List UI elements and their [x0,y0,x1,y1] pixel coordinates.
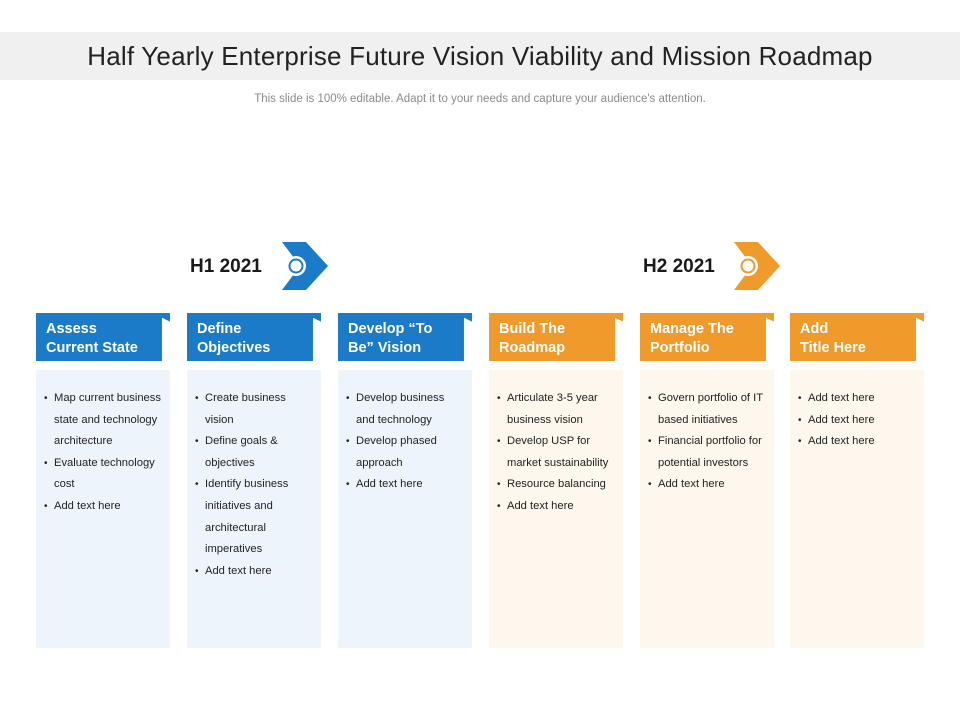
column-title-line1: Define [197,321,242,337]
list-item: Develop business and technology [346,388,466,431]
column-header: Manage The Portfolio [640,313,774,361]
list-item: Govern portfolio of IT based initiatives [648,388,768,431]
page-title: Half Yearly Enterprise Future Vision Via… [87,40,873,71]
bullet-list: Add text here Add text here Add text her… [798,388,918,453]
list-item: Add text here [798,431,918,453]
list-item: Add text here [346,474,466,496]
column-title-line2: Objectives [197,340,271,356]
column-title-line2: Title Here [800,340,866,356]
roadmap-column-4: Build The Roadmap Articulate 3-5 year bu… [489,313,623,648]
column-header: Assess Current State [36,313,170,361]
column-title-line2: Roadmap [499,340,566,356]
column-title-line1: Add [800,321,829,337]
column-title-line1: Build The [499,321,566,337]
column-body: Articulate 3-5 year business vision Deve… [489,370,623,648]
column-body: Create business vision Define goals & ob… [187,370,321,648]
column-header: Define Objectives [187,313,321,361]
column-header: Add Title Here [790,313,924,361]
list-item: Add text here [44,496,164,518]
list-item: Add text here [798,388,918,410]
column-title-line2: Portfolio [650,340,710,356]
column-body: Develop business and technology Develop … [338,370,472,648]
bullet-list: Create business vision Define goals & ob… [195,388,315,582]
column-body: Add text here Add text here Add text her… [790,370,924,648]
roadmap-column-2: Define Objectives Create business vision… [187,313,321,648]
list-item: Financial portfolio for potential invest… [648,431,768,474]
column-title-line1: Manage The [650,321,734,337]
list-item: Evaluate technology cost [44,453,164,496]
subtitle: This slide is 100% editable. Adapt it to… [254,93,706,105]
chevron-arrow-icon [734,242,780,290]
list-item: Resource balancing [497,474,617,496]
bullet-list: Govern portfolio of IT based initiatives… [648,388,768,496]
chevron-arrow-icon [282,242,328,290]
column-header: Develop “To Be” Vision [338,313,472,361]
h1-label: H1 2021 [190,256,262,277]
bullet-list: Develop business and technology Develop … [346,388,466,496]
list-item: Create business vision [195,388,315,431]
list-item: Add text here [497,496,617,518]
column-header: Build The Roadmap [489,313,623,361]
column-title-line1: Develop “To [348,321,433,337]
list-item: Articulate 3-5 year business vision [497,388,617,431]
list-item: Add text here [195,561,315,583]
list-item: Develop USP for market sustainability [497,431,617,474]
list-item: Add text here [798,410,918,432]
list-item: Identify business initiatives and archit… [195,474,315,560]
column-body: Govern portfolio of IT based initiatives… [640,370,774,648]
roadmap-column-5: Manage The Portfolio Govern portfolio of… [640,313,774,648]
column-body: Map current business state and technolog… [36,370,170,648]
list-item: Map current business state and technolog… [44,388,164,453]
column-title-line2: Current State [46,340,138,356]
roadmap-column-3: Develop “To Be” Vision Develop business … [338,313,472,648]
list-item: Add text here [648,474,768,496]
column-title-line2: Be” Vision [348,340,422,356]
h2-label: H2 2021 [643,256,715,277]
column-title-line1: Assess [46,321,97,337]
roadmap-column-6: Add Title Here Add text here Add text he… [790,313,924,648]
bullet-list: Articulate 3-5 year business vision Deve… [497,388,617,518]
list-item: Develop phased approach [346,431,466,474]
roadmap-column-1: Assess Current State Map current busines… [36,313,170,648]
bullet-list: Map current business state and technolog… [44,388,164,518]
list-item: Define goals & objectives [195,431,315,474]
title-band: Half Yearly Enterprise Future Vision Via… [0,32,960,80]
